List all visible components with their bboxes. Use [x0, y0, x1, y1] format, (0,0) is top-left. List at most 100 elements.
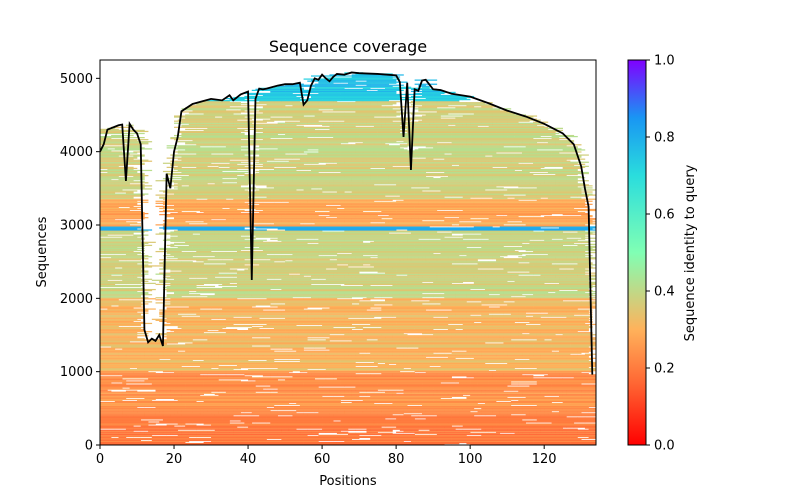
heatmap-cell: [225, 318, 238, 320]
heatmap-cell: [155, 359, 175, 362]
heatmap-cell: [377, 430, 393, 432]
heatmap-cell: [100, 338, 123, 340]
heatmap-cell: [381, 314, 393, 316]
heatmap-cell: [555, 258, 578, 260]
heatmap-cell: [218, 310, 227, 312]
heatmap-cell: [140, 404, 160, 407]
heatmap-cell: [129, 349, 149, 351]
heatmap-cell: [477, 371, 486, 373]
heatmap-cell: [181, 396, 190, 398]
heatmap-cell: [340, 343, 364, 345]
heatmap-cell: [488, 382, 501, 384]
heatmap-cell: [292, 378, 315, 380]
heatmap-cell: [207, 335, 234, 337]
heatmap-cell: [211, 408, 230, 410]
heatmap-cell: [170, 345, 179, 347]
heatmap-cell: [229, 432, 249, 434]
heatmap-cell: [533, 439, 541, 442]
heatmap-cell: [499, 376, 523, 378]
heatmap-cell: [185, 320, 204, 322]
heatmap-cell: [174, 416, 201, 418]
heatmap-cell: [518, 384, 530, 386]
heatmap-cell: [477, 279, 497, 281]
heatmap-cell: [314, 288, 327, 291]
heatmap-cell: [351, 320, 371, 322]
heatmap-cell: [266, 405, 275, 408]
heatmap-cell: [351, 355, 364, 357]
heatmap-cell: [359, 425, 386, 427]
heatmap-cell: [214, 393, 234, 395]
heatmap-cell: [122, 421, 149, 423]
heatmap-cell: [114, 331, 134, 333]
heatmap-cell: [477, 418, 501, 420]
heatmap-cell: [533, 437, 556, 440]
heatmap-cell: [536, 289, 552, 292]
heatmap-cell: [451, 435, 467, 437]
heatmap-cell: [122, 411, 138, 413]
heatmap-cell: [100, 409, 119, 411]
heatmap-cell: [229, 408, 238, 410]
heatmap-cell: [203, 264, 223, 266]
heatmap-cell: [233, 433, 253, 435]
heatmap-cell: [540, 275, 556, 277]
heatmap-cell: [310, 418, 334, 420]
heatmap-cell: [262, 436, 286, 439]
heatmap-cell: [144, 384, 153, 386]
heatmap-cell: [125, 342, 149, 344]
heatmap-cell: [100, 314, 119, 316]
heatmap-cell: [414, 336, 441, 338]
heatmap-cell: [385, 327, 397, 330]
heatmap-cell: [203, 382, 212, 384]
heatmap-cell: [540, 281, 552, 283]
heatmap-cell: [166, 357, 179, 359]
heatmap-cell: [214, 289, 227, 292]
heatmap-cell: [422, 345, 430, 347]
heatmap-cell: [551, 310, 563, 312]
heatmap-cell: [451, 308, 471, 310]
heatmap-cell: [447, 421, 471, 423]
heatmap-cell: [318, 408, 341, 410]
heatmap-cell: [351, 420, 367, 422]
heatmap-cell: [540, 343, 549, 345]
heatmap-cell: [366, 279, 393, 281]
heatmap-cell: [340, 324, 360, 327]
heatmap-cell: [174, 331, 186, 333]
heatmap-cell: [344, 384, 352, 386]
heatmap-cell: [303, 282, 315, 285]
heatmap-cell: [385, 401, 401, 404]
heatmap-cell: [422, 342, 441, 344]
heatmap-cell: [181, 398, 204, 401]
heatmap-cell: [199, 422, 223, 424]
heatmap-cell: [536, 334, 556, 336]
heatmap-cell: [481, 384, 501, 386]
heatmap-cell: [248, 310, 271, 312]
heatmap-cell: [562, 440, 582, 443]
heatmap-cell: [299, 433, 319, 435]
heatmap-cell: [366, 418, 375, 420]
heatmap-cell: [155, 429, 179, 431]
heatmap-cell: [214, 322, 230, 325]
heatmap-cell: [100, 437, 116, 440]
heatmap-cell: [100, 284, 116, 287]
heatmap-cell: [303, 328, 323, 331]
heatmap-cell: [373, 357, 390, 359]
heatmap-cell: [196, 437, 223, 440]
heatmap-cell: [307, 394, 323, 396]
heatmap-cell: [499, 288, 515, 291]
heatmap-cell: [114, 371, 134, 373]
heatmap-cell: [248, 371, 275, 373]
heatmap-cell: [407, 267, 434, 269]
heatmap-cell: [477, 343, 486, 345]
heatmap-cell: [333, 300, 360, 302]
heatmap-cell: [555, 434, 575, 436]
heatmap-cell: [414, 303, 423, 305]
heatmap-cell: [340, 391, 349, 393]
heatmap-cell: [299, 435, 319, 437]
heatmap-cell: [170, 269, 190, 271]
heatmap-cell: [181, 422, 193, 424]
heatmap-cell: [562, 439, 586, 442]
heatmap-cell: [348, 364, 371, 367]
heatmap-cell: [518, 313, 545, 315]
heatmap-cell: [488, 378, 515, 380]
heatmap-cell: [177, 291, 190, 293]
